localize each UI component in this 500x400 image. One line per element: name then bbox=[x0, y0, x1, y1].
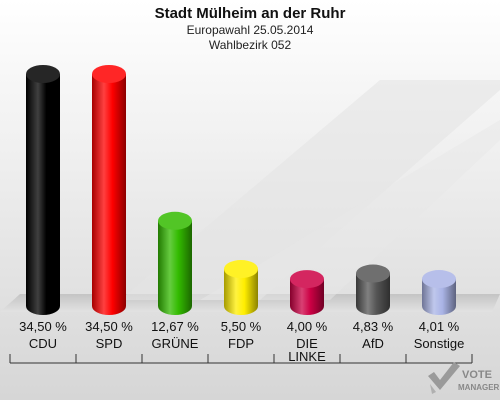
value-label: 4,01 % bbox=[419, 319, 460, 334]
bar-fdp bbox=[224, 260, 258, 315]
bar-top bbox=[158, 211, 192, 230]
bar-body bbox=[290, 279, 324, 315]
bar-body bbox=[92, 74, 126, 315]
shadow-band bbox=[200, 120, 500, 300]
logo-line1: VOTE bbox=[462, 369, 492, 381]
vote-manager-logo: VOTE MANAGER bbox=[428, 362, 500, 394]
bar-cdu bbox=[26, 65, 60, 315]
category-label: CDU bbox=[29, 336, 57, 351]
value-label: 5,50 % bbox=[221, 319, 262, 334]
value-label: 34,50 % bbox=[19, 319, 67, 334]
checkmark-logo-icon bbox=[428, 362, 460, 394]
bar-body bbox=[26, 74, 60, 315]
category-label: FDP bbox=[228, 336, 254, 351]
logo-line2: MANAGER bbox=[458, 383, 500, 392]
category-label: AfD bbox=[362, 336, 384, 351]
bar-afd bbox=[356, 264, 390, 315]
bar-die-linke bbox=[290, 270, 324, 315]
bar-top bbox=[26, 65, 60, 83]
category-label: DIE bbox=[296, 336, 318, 351]
bar-body bbox=[224, 269, 258, 315]
bar-grüne bbox=[158, 211, 192, 315]
bars-group bbox=[26, 65, 456, 315]
category-label: LINKE bbox=[288, 349, 326, 364]
value-label: 4,00 % bbox=[287, 319, 328, 334]
labels-group: 34,50 % CDU 34,50 % SPD 12,67 % GRÜNE 5,50 % FD… bbox=[19, 319, 464, 364]
chart-district: Wahlbezirk 052 bbox=[209, 38, 292, 52]
bar-body bbox=[158, 220, 192, 315]
bar-spd bbox=[92, 65, 126, 315]
chart-subtitle: Europawahl 25.05.2014 bbox=[187, 23, 314, 37]
bar-top bbox=[290, 270, 324, 289]
bar-top bbox=[356, 264, 390, 283]
category-label: Sonstige bbox=[414, 336, 465, 351]
value-label: 4,83 % bbox=[353, 319, 394, 334]
value-label: 12,67 % bbox=[151, 319, 199, 334]
chart-title: Stadt Mülheim an der Ruhr bbox=[155, 5, 346, 22]
value-label: 34,50 % bbox=[85, 319, 133, 334]
bar-body bbox=[356, 273, 390, 315]
bar-top bbox=[92, 65, 126, 83]
bar-top bbox=[422, 270, 456, 289]
shadow-band bbox=[120, 80, 500, 300]
category-axis bbox=[9, 354, 473, 364]
category-label: SPD bbox=[96, 336, 123, 351]
bar-sonstige bbox=[422, 270, 456, 315]
bar-body bbox=[422, 279, 456, 315]
category-label: GRÜNE bbox=[152, 336, 199, 351]
bar-top bbox=[224, 260, 258, 279]
